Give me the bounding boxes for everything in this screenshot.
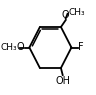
Text: O: O [62,10,70,20]
Text: CH₃: CH₃ [1,43,18,52]
Text: CH₃: CH₃ [68,8,85,17]
Text: OH: OH [55,76,70,86]
Text: O: O [17,42,24,53]
Text: F: F [78,42,84,53]
